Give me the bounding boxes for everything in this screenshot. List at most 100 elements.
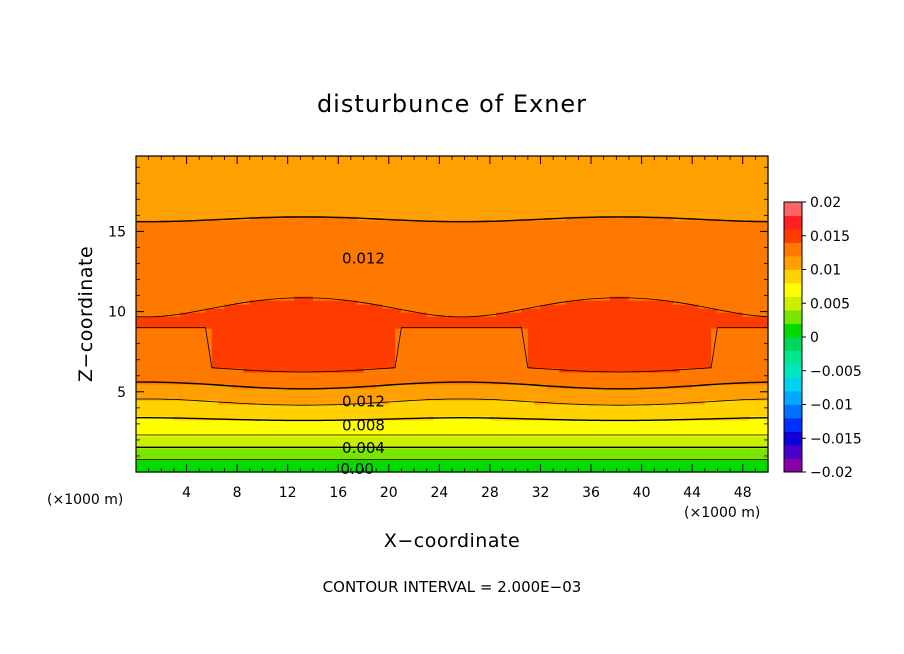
field-cell bbox=[325, 256, 333, 261]
field-cell bbox=[300, 156, 308, 161]
field-cell bbox=[325, 372, 333, 377]
field-cell bbox=[275, 468, 282, 473]
field-cell bbox=[382, 316, 390, 321]
field-cell bbox=[275, 376, 282, 381]
field-cell bbox=[338, 272, 346, 277]
field-cell bbox=[211, 388, 219, 393]
field-cell bbox=[287, 340, 295, 345]
field-cell bbox=[237, 436, 245, 441]
field-cell bbox=[439, 436, 447, 441]
field-cell bbox=[173, 368, 181, 373]
field-cell bbox=[363, 416, 371, 421]
field-cell bbox=[407, 268, 415, 273]
field-cell bbox=[382, 296, 390, 301]
field-cell bbox=[211, 220, 219, 225]
field-cell bbox=[521, 272, 529, 277]
field-cell bbox=[306, 364, 314, 369]
field-cell bbox=[262, 200, 270, 205]
field-cell bbox=[426, 196, 434, 201]
field-cell bbox=[312, 284, 320, 289]
field-cell bbox=[508, 244, 516, 249]
field-cell bbox=[527, 384, 535, 389]
field-cell bbox=[325, 392, 333, 397]
field-cell bbox=[312, 432, 320, 437]
field-cell bbox=[395, 176, 403, 181]
field-cell bbox=[161, 240, 169, 245]
field-cell bbox=[401, 376, 409, 381]
field-cell bbox=[186, 332, 194, 337]
field-cell bbox=[161, 236, 169, 241]
field-cell bbox=[357, 396, 365, 401]
field-cell bbox=[325, 456, 333, 461]
field-cell bbox=[420, 304, 428, 309]
field-cell bbox=[154, 336, 162, 341]
field-cell bbox=[325, 404, 333, 409]
field-cell bbox=[211, 232, 219, 237]
field-cell bbox=[338, 416, 346, 421]
field-cell bbox=[433, 348, 440, 353]
field-cell bbox=[192, 260, 200, 265]
field-cell bbox=[445, 400, 453, 405]
field-cell bbox=[205, 360, 213, 365]
field-cell bbox=[401, 204, 409, 209]
field-cell bbox=[268, 340, 276, 345]
field-cell bbox=[180, 188, 188, 193]
field-cell bbox=[452, 460, 459, 465]
field-cell bbox=[262, 308, 270, 313]
field-cell bbox=[414, 260, 421, 265]
field-cell bbox=[205, 244, 213, 249]
field-cell bbox=[325, 248, 333, 253]
field-cell bbox=[401, 412, 409, 417]
field-cell bbox=[369, 456, 377, 461]
field-cell bbox=[180, 208, 188, 213]
field-cell bbox=[363, 432, 371, 437]
field-cell bbox=[458, 420, 466, 425]
field-cell bbox=[205, 216, 213, 221]
field-cell bbox=[218, 208, 226, 213]
field-cell bbox=[452, 184, 459, 189]
field-cell bbox=[508, 188, 516, 193]
field-cell bbox=[211, 344, 219, 349]
field-cell bbox=[136, 368, 143, 373]
field-cell bbox=[218, 332, 226, 337]
field-cell bbox=[136, 432, 143, 437]
field-cell bbox=[249, 428, 257, 433]
field-cell bbox=[502, 344, 510, 349]
field-cell bbox=[211, 176, 219, 181]
field-cell bbox=[199, 384, 207, 389]
field-cell bbox=[319, 236, 327, 241]
field-cell bbox=[180, 344, 188, 349]
field-cell bbox=[268, 436, 276, 441]
field-cell bbox=[186, 356, 194, 361]
field-cell bbox=[407, 188, 415, 193]
field-cell bbox=[186, 396, 194, 401]
field-cell bbox=[363, 420, 371, 425]
field-cell bbox=[294, 280, 301, 285]
field-cell bbox=[433, 388, 440, 393]
field-cell bbox=[192, 328, 200, 333]
field-cell bbox=[154, 248, 162, 253]
field-cell bbox=[243, 264, 251, 269]
field-cell bbox=[300, 236, 308, 241]
field-cell bbox=[218, 432, 226, 437]
field-cell bbox=[161, 260, 169, 265]
field-cell bbox=[458, 448, 466, 453]
field-cell bbox=[331, 212, 339, 217]
field-cell bbox=[388, 180, 396, 185]
field-cell bbox=[237, 464, 245, 469]
field-cell bbox=[319, 420, 327, 425]
field-cell bbox=[464, 372, 472, 377]
field-cell bbox=[275, 464, 282, 469]
field-cell bbox=[527, 448, 535, 453]
field-cell bbox=[338, 192, 346, 197]
field-cell bbox=[148, 348, 156, 353]
field-cell bbox=[395, 452, 403, 457]
field-cell bbox=[489, 188, 497, 193]
field-cell bbox=[205, 324, 213, 329]
field-cell bbox=[154, 240, 162, 245]
field-cell bbox=[287, 188, 295, 193]
field-cell bbox=[426, 168, 434, 173]
field-cell bbox=[243, 284, 251, 289]
field-cell bbox=[464, 364, 472, 369]
field-cell bbox=[496, 180, 504, 185]
